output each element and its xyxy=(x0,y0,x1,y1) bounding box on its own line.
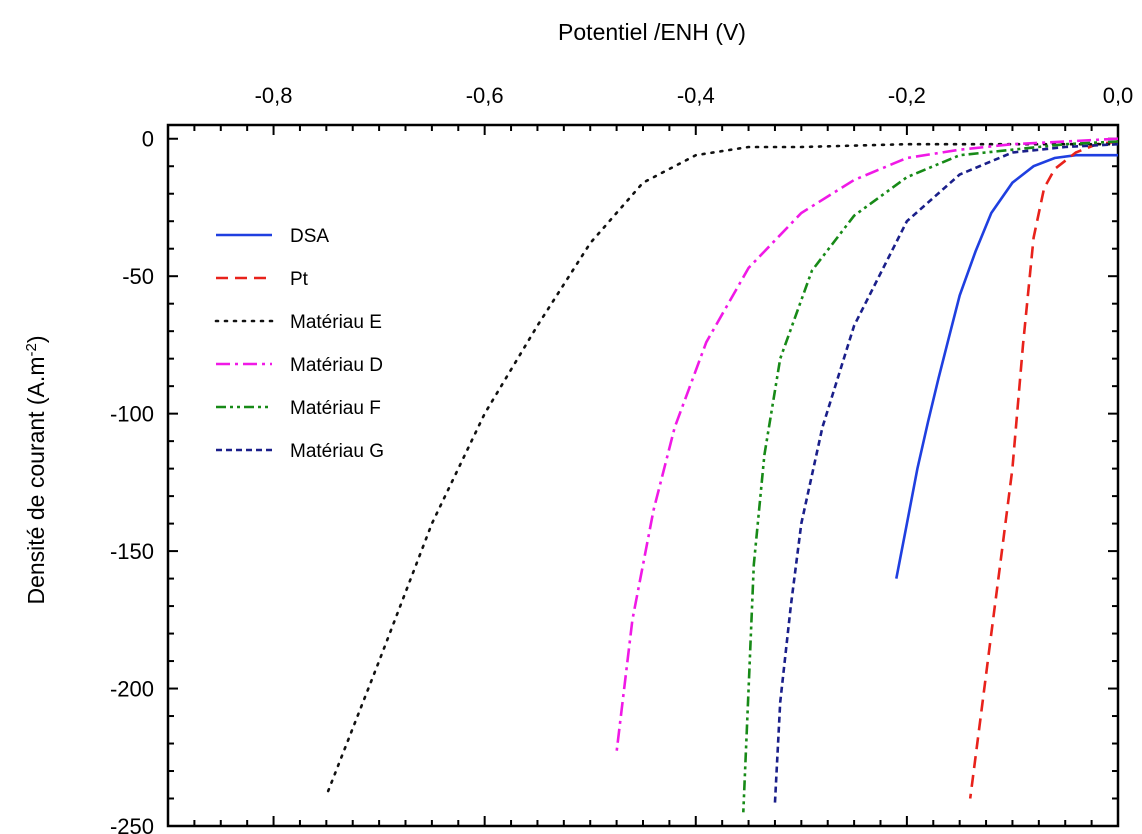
x-tick-label: 0,0 xyxy=(1103,83,1134,108)
x-tick-label: -0,8 xyxy=(255,83,293,108)
series-line xyxy=(324,142,1118,798)
legend-label: Matériau D xyxy=(290,355,383,376)
x-tick-label: -0,2 xyxy=(888,83,926,108)
legend-label: Matériau E xyxy=(290,312,382,333)
x-tick-label: -0,4 xyxy=(677,83,715,108)
axes: -0,8 -0,6 -0,4 -0,2 0,0 0 -50 -100 -150 -200 -250 xyxy=(110,83,1133,834)
series-line xyxy=(742,140,1118,813)
y-tick-label: -150 xyxy=(110,539,154,564)
y-axis-title-superscript: -2 xyxy=(23,343,40,356)
y-tick-label: -250 xyxy=(110,814,154,834)
y-axis-title: Densité de courant (A.m-2) xyxy=(23,335,50,604)
series-line xyxy=(773,142,1118,805)
y-tick-label: -200 xyxy=(110,677,154,702)
x-axis-title: Potentiel /ENH (V) xyxy=(558,19,746,45)
y-tick-label: -50 xyxy=(122,264,154,289)
series-line xyxy=(968,140,1118,799)
legend-label: Matériau G xyxy=(290,441,384,462)
y-axis-title-suffix: ) xyxy=(23,335,49,343)
legend-label: DSA xyxy=(290,226,329,247)
y-tick-label: -100 xyxy=(110,402,154,427)
legend: DSA Pt Matériau E Matériau D Matériau F Matér… xyxy=(214,226,384,462)
y-axis-title-main: Densité de courant (A.m xyxy=(23,357,49,605)
plot-series xyxy=(324,137,1118,813)
y-tick-label: 0 xyxy=(142,127,154,152)
x-tick-label: -0,6 xyxy=(466,83,504,108)
legend-label: Matériau F xyxy=(290,398,381,419)
legend-label: Pt xyxy=(290,269,309,290)
series-line xyxy=(895,153,1118,579)
series-line xyxy=(615,137,1118,752)
